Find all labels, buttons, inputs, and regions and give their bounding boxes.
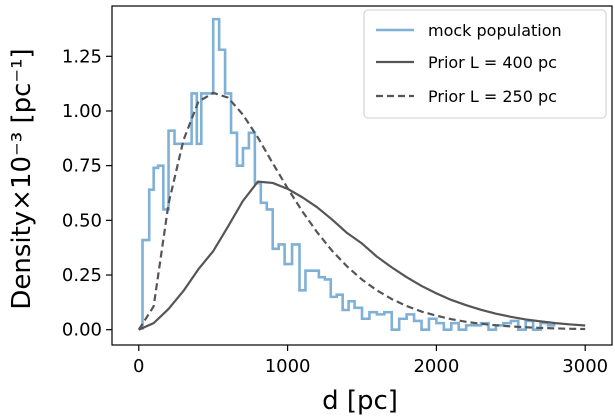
y-axis-label: Density×10⁻³ [pc⁻¹] (7, 48, 37, 309)
x-tick-label: 0 (133, 356, 144, 377)
legend: mock population Prior L = 400 pc Prior L =… (363, 9, 607, 119)
y-tick-label: 1.00 (62, 101, 102, 122)
y-tick-label: 0.25 (62, 265, 102, 286)
x-tick-label: 1000 (265, 356, 311, 377)
legend-entry-prior-L250-label: Prior L = 250 pc (428, 87, 557, 106)
x-tick-label: 3000 (562, 356, 608, 377)
y-tick-label: 1.25 (62, 46, 102, 67)
y-tick-label: 0.50 (62, 210, 102, 231)
legend-entry-prior-L400-label: Prior L = 400 pc (428, 53, 557, 72)
plot-area (137, 17, 586, 331)
series-prior-L400-line (138, 180, 586, 331)
y-tick-label: 0.75 (62, 156, 102, 177)
plot-frame (111, 5, 613, 346)
x-tick-label: 2000 (413, 356, 459, 377)
series-prior-L250-line (137, 91, 586, 331)
legend-entry-mock-population-label: mock population (428, 21, 562, 40)
axes: 0 1000 2000 3000 0.00 0.25 0.50 0.75 1.00 1.25 (62, 5, 613, 377)
legend-box (363, 9, 607, 119)
x-axis-label: d [pc] (322, 386, 398, 416)
series-mock-population-histogram (141, 17, 556, 331)
y-tick-label: 0.00 (62, 320, 102, 341)
